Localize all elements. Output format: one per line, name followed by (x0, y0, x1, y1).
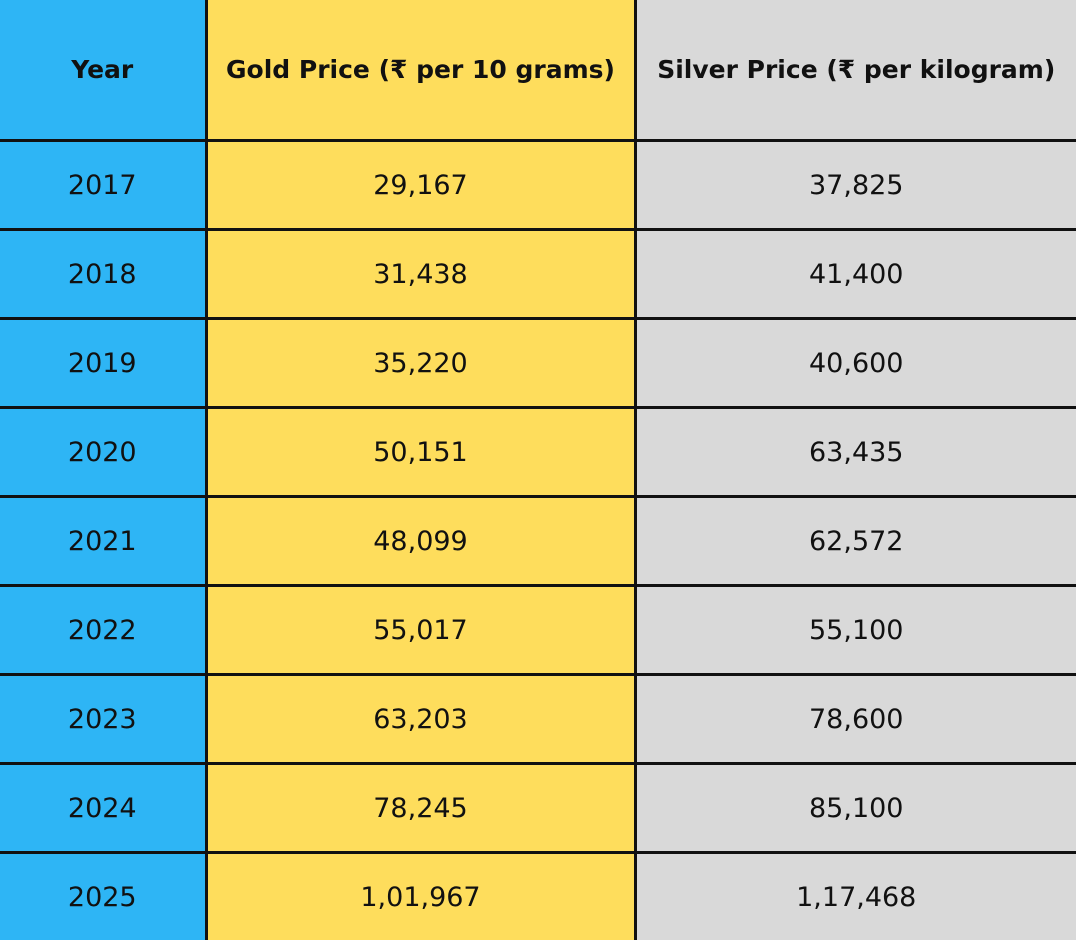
silver-price-cell: 40,600 (635, 319, 1076, 408)
header-silver-price: Silver Price (₹ per kilogram) (635, 0, 1076, 141)
year-cell: 2023 (0, 675, 206, 764)
gold-price-cell: 78,245 (206, 764, 635, 853)
year-cell: 2018 (0, 230, 206, 319)
gold-price-cell: 63,203 (206, 675, 635, 764)
silver-price-cell: 85,100 (635, 764, 1076, 853)
gold-price-cell: 31,438 (206, 230, 635, 319)
silver-price-cell: 41,400 (635, 230, 1076, 319)
header-year: Year (0, 0, 206, 141)
year-cell: 2020 (0, 408, 206, 497)
gold-price-cell: 29,167 (206, 141, 635, 230)
gold-price-cell: 1,01,967 (206, 853, 635, 940)
header-row: Year Gold Price (₹ per 10 grams) Silver … (0, 0, 1076, 141)
gold-price-cell: 35,220 (206, 319, 635, 408)
silver-price-cell: 63,435 (635, 408, 1076, 497)
year-cell: 2024 (0, 764, 206, 853)
silver-price-cell: 55,100 (635, 586, 1076, 675)
silver-price-cell: 62,572 (635, 497, 1076, 586)
year-cell: 2022 (0, 586, 206, 675)
gold-price-cell: 48,099 (206, 497, 635, 586)
gold-price-cell: 50,151 (206, 408, 635, 497)
year-cell: 2025 (0, 853, 206, 940)
year-cell: 2019 (0, 319, 206, 408)
year-cell: 2021 (0, 497, 206, 586)
silver-price-cell: 1,17,468 (635, 853, 1076, 940)
header-gold-price: Gold Price (₹ per 10 grams) (206, 0, 635, 141)
year-cell: 2017 (0, 141, 206, 230)
gold-price-cell: 55,017 (206, 586, 635, 675)
silver-price-cell: 78,600 (635, 675, 1076, 764)
silver-price-cell: 37,825 (635, 141, 1076, 230)
